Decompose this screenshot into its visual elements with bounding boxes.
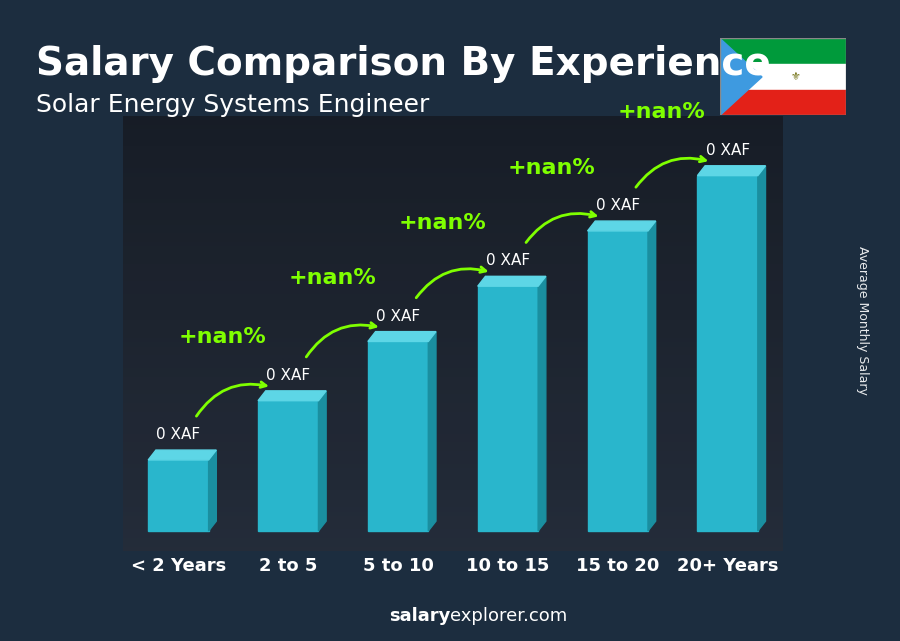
Polygon shape [478,276,545,286]
Polygon shape [368,331,436,342]
Text: +nan%: +nan% [617,103,706,122]
Text: Solar Energy Systems Engineer: Solar Energy Systems Engineer [36,93,429,117]
Polygon shape [209,450,216,531]
Bar [148,460,209,531]
Text: 15 to 20: 15 to 20 [576,556,660,575]
Text: +nan%: +nan% [288,268,376,288]
Bar [368,342,428,531]
Polygon shape [319,391,326,531]
Text: 0 XAF: 0 XAF [596,198,640,213]
Polygon shape [648,221,656,531]
Polygon shape [588,221,656,231]
Polygon shape [148,450,216,460]
Text: explorer.com: explorer.com [450,607,567,625]
Text: 5 to 10: 5 to 10 [363,556,434,575]
Text: 0 XAF: 0 XAF [706,143,750,158]
Text: 0 XAF: 0 XAF [157,427,201,442]
Bar [258,401,319,531]
Text: salary: salary [389,607,450,625]
Bar [720,64,846,90]
Polygon shape [258,391,326,401]
Bar [588,231,648,531]
Text: 2 to 5: 2 to 5 [259,556,318,575]
Text: +nan%: +nan% [508,158,596,178]
Polygon shape [538,276,545,531]
Text: < 2 Years: < 2 Years [130,556,226,575]
Polygon shape [428,331,436,531]
Bar [698,176,758,531]
Text: ⚜: ⚜ [790,72,801,82]
Text: 0 XAF: 0 XAF [376,309,420,324]
Text: +nan%: +nan% [178,328,266,347]
Polygon shape [720,38,762,115]
Text: Salary Comparison By Experience: Salary Comparison By Experience [36,45,770,83]
Text: 0 XAF: 0 XAF [266,368,310,383]
Bar [720,90,846,115]
Bar [478,286,538,531]
Text: +nan%: +nan% [398,213,486,233]
Text: 10 to 15: 10 to 15 [466,556,550,575]
Polygon shape [758,166,766,531]
Text: 0 XAF: 0 XAF [486,253,530,269]
Text: 20+ Years: 20+ Years [677,556,778,575]
Polygon shape [698,166,766,176]
Bar [720,38,846,64]
Text: Average Monthly Salary: Average Monthly Salary [856,246,868,395]
